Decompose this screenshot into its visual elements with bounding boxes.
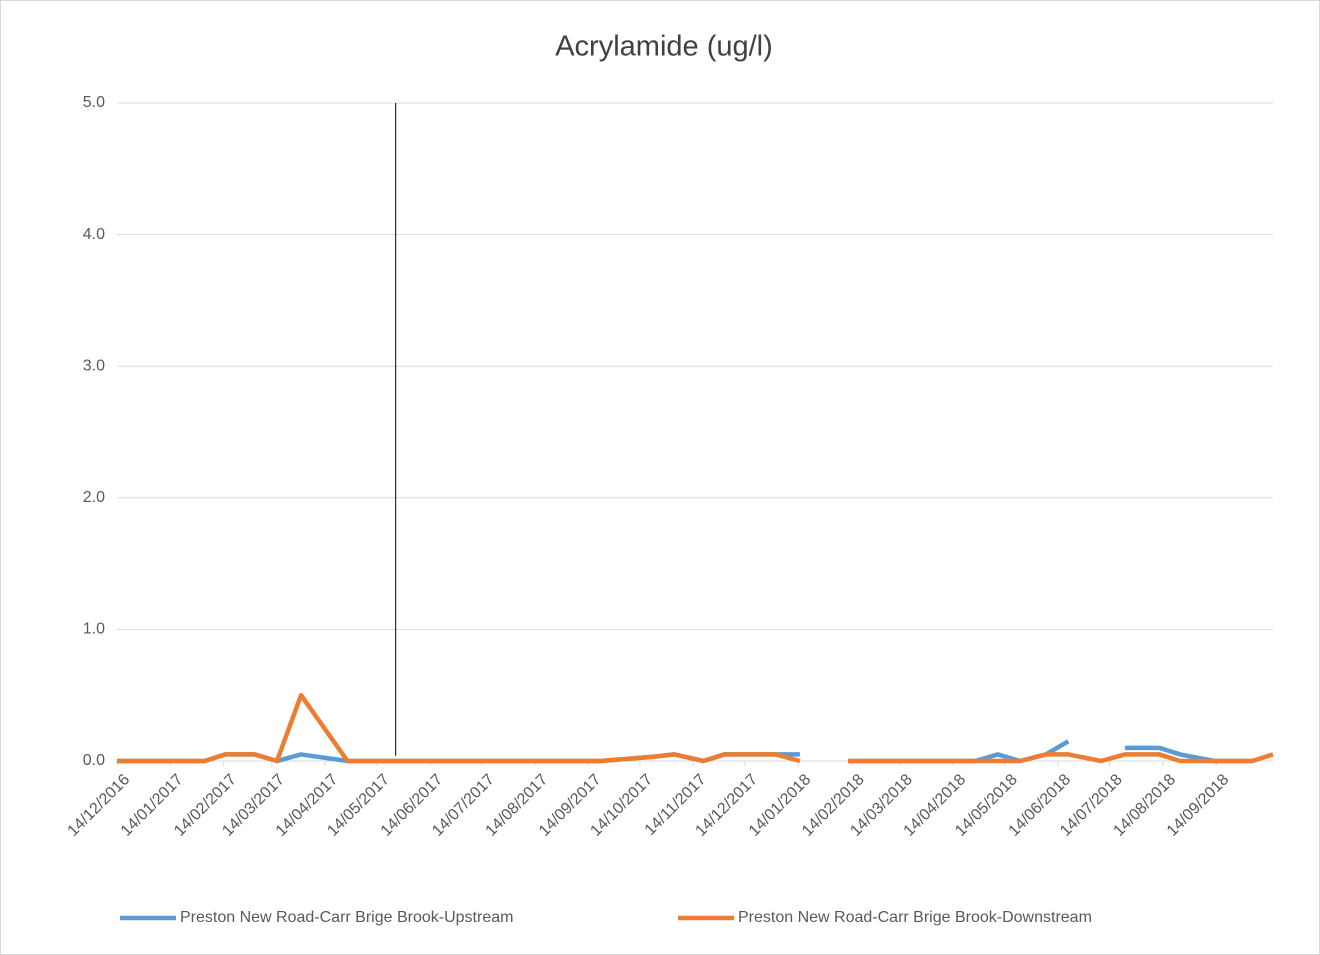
y-tick-label: 0.0 — [83, 752, 105, 769]
legend-label: Preston New Road-Carr Brige Brook-Downst… — [738, 909, 1092, 926]
chart-title: Acrylamide (ug/l) — [555, 31, 773, 63]
y-tick-label: 4.0 — [83, 226, 105, 243]
y-tick-label: 1.0 — [83, 621, 105, 638]
legend-label: Preston New Road-Carr Brige Brook-Upstre… — [180, 909, 513, 926]
y-tick-label: 3.0 — [83, 357, 105, 374]
y-tick-label: 5.0 — [83, 94, 105, 111]
y-tick-label: 2.0 — [83, 489, 105, 506]
series-line — [117, 692, 1274, 764]
